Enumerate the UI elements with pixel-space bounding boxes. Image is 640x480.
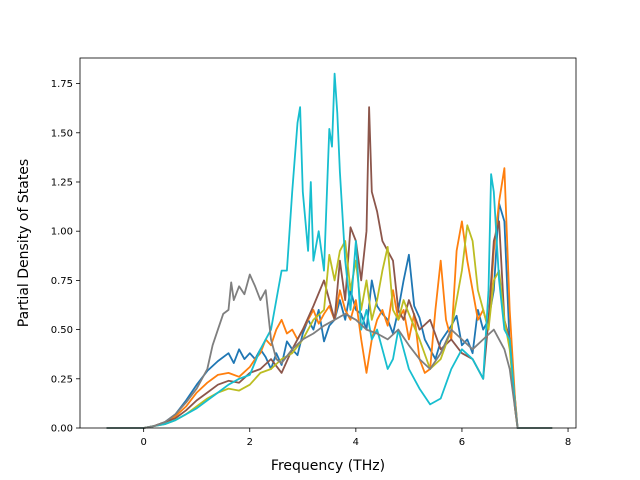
series-line-5 <box>106 72 553 429</box>
series-line-1 <box>106 202 553 429</box>
y-axis-label: Partial Density of States <box>16 159 32 327</box>
series-layer <box>106 72 553 429</box>
y-tick-label: 1.25 <box>51 177 73 188</box>
y-tick-label: 0.25 <box>51 374 73 385</box>
series-line-3 <box>106 106 553 429</box>
series-line-4 <box>106 224 553 429</box>
y-tick-label: 1.75 <box>51 79 73 90</box>
x-tick-label: 6 <box>459 437 465 448</box>
x-axis-label: Frequency (THz) <box>271 458 385 474</box>
y-tick-label: 1.00 <box>51 227 73 238</box>
x-tick-label: 0 <box>140 437 146 448</box>
series-line-2 <box>106 167 553 429</box>
x-axis: 0 2 4 6 8 <box>140 428 571 448</box>
x-tick-label: 4 <box>353 437 359 448</box>
y-tick-label: 0.50 <box>51 325 73 336</box>
y-tick-label: 0.75 <box>51 276 73 287</box>
series-line-6 <box>106 273 553 429</box>
y-tick-label: 0.00 <box>51 424 73 435</box>
x-tick-label: 8 <box>565 437 571 448</box>
x-tick-label: 2 <box>247 437 253 448</box>
plot-frame <box>79 57 577 429</box>
y-axis: 0.00 0.25 0.50 0.75 1.00 1.25 1.50 1.75 <box>51 79 80 435</box>
y-tick-label: 1.50 <box>51 128 73 139</box>
